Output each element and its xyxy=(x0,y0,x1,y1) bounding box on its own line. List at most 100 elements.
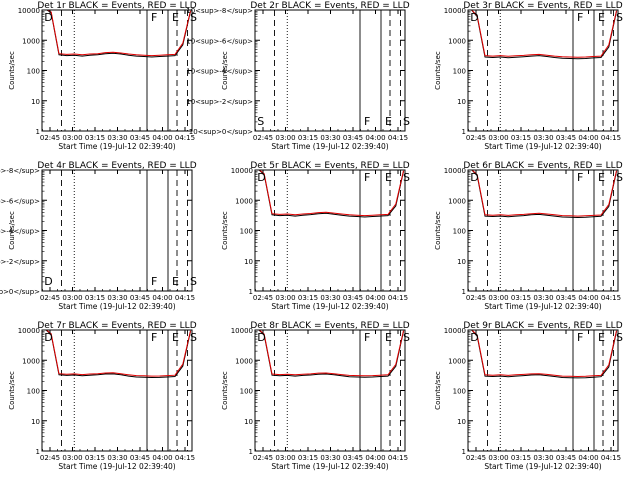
x-tick-label: 04:00 xyxy=(578,454,598,462)
y-tick-label: 10000 xyxy=(444,167,466,175)
event-letter: E xyxy=(385,115,392,128)
y-tick-label: 10<sup>-8</sup> xyxy=(0,167,40,175)
event-letter: S xyxy=(403,171,410,184)
x-tick-label: 03:30 xyxy=(320,294,340,302)
event-letter: D xyxy=(44,275,52,288)
y-tick-label: 10<sup>-8</sup> xyxy=(186,7,253,15)
x-tick-label: 03:45 xyxy=(556,454,576,462)
x-tick-label: 04:00 xyxy=(365,134,385,142)
series-lld-line xyxy=(471,10,617,58)
x-tick-label: 03:45 xyxy=(343,454,363,462)
y-tick-label: 10000 xyxy=(231,167,253,175)
x-tick-label: 02:45 xyxy=(466,134,486,142)
series-events-line xyxy=(471,170,617,219)
event-letter: D xyxy=(470,171,478,184)
x-tick-label: 04:00 xyxy=(365,294,385,302)
event-letter: S xyxy=(257,115,264,128)
x-tick-label: 04:00 xyxy=(365,454,385,462)
event-letter: E xyxy=(598,331,605,344)
series-lld-line xyxy=(471,170,617,217)
panel-det-4: Det 4r BLACK = Events, RED = LLD D F E S 02:4… xyxy=(0,161,197,311)
event-letter: E xyxy=(172,11,179,24)
y-tick-label: 100 xyxy=(27,68,40,76)
y-axis-label: Counts/sec xyxy=(221,51,229,90)
y-tick-label: 100 xyxy=(453,68,466,76)
x-tick-label: 03:15 xyxy=(85,294,105,302)
plot-area xyxy=(45,330,191,451)
x-tick-label: 02:45 xyxy=(40,454,60,462)
x-tick-label: 03:30 xyxy=(320,454,340,462)
x-axis-label: Start Time (19-Jul-12 02:39:40) xyxy=(271,142,388,151)
event-letter: F xyxy=(151,275,157,288)
plot-frame xyxy=(41,169,193,292)
y-tick-label: 10 xyxy=(244,258,253,266)
series-events-line xyxy=(470,330,617,379)
x-axis-label: Start Time (19-Jul-12 02:39:40) xyxy=(271,462,388,471)
plot-area xyxy=(470,330,617,451)
y-tick-label: 10<sup>0</sup> xyxy=(0,288,40,296)
x-tick-label: 04:00 xyxy=(578,134,598,142)
y-axis-label: Counts/sec xyxy=(221,371,229,410)
plot-frame xyxy=(254,9,406,132)
x-tick-label: 02:45 xyxy=(253,454,273,462)
x-tick-label: 03:30 xyxy=(107,294,127,302)
event-letter: S xyxy=(616,331,623,344)
x-tick-label: 03:45 xyxy=(130,294,150,302)
y-tick-label: 10<sup>-2</sup> xyxy=(186,98,253,106)
x-tick-label: 03:00 xyxy=(62,454,82,462)
y-axis-label: Counts/sec xyxy=(8,51,16,90)
event-letter: S xyxy=(616,11,623,24)
x-tick-label: 03:30 xyxy=(320,134,340,142)
x-tick-label: 03:15 xyxy=(511,294,531,302)
series-lld-line xyxy=(46,10,191,57)
y-tick-label: 1000 xyxy=(448,197,466,205)
x-tick-label: 03:15 xyxy=(298,294,318,302)
x-axis-label: Start Time (19-Jul-12 02:39:40) xyxy=(58,142,175,151)
x-tick-label: 03:15 xyxy=(511,134,531,142)
x-tick-label: 03:30 xyxy=(533,134,553,142)
x-tick-label: 04:15 xyxy=(175,454,195,462)
x-tick-label: 03:00 xyxy=(488,294,508,302)
series-events-line xyxy=(45,330,191,379)
x-tick-label: 04:00 xyxy=(152,294,172,302)
y-tick-label: 10<sup>-4</sup> xyxy=(0,228,40,236)
event-letter: F xyxy=(364,171,370,184)
event-letter: D xyxy=(44,331,52,344)
x-tick-label: 03:45 xyxy=(556,294,576,302)
x-tick-label: 02:45 xyxy=(40,294,60,302)
x-tick-label: 03:00 xyxy=(275,454,295,462)
event-letter: F xyxy=(577,331,583,344)
event-letter: D xyxy=(470,11,478,24)
x-tick-label: 03:45 xyxy=(130,134,150,142)
x-tick-label: 03:45 xyxy=(556,134,576,142)
y-tick-label: 100 xyxy=(240,388,253,396)
y-axis-label: Counts/sec xyxy=(434,211,442,250)
y-tick-label: 100 xyxy=(27,388,40,396)
x-axis-label: Start Time (19-Jul-12 02:39:40) xyxy=(271,302,388,311)
x-tick-label: 02:45 xyxy=(253,294,273,302)
y-axis-label: Counts/sec xyxy=(434,51,442,90)
y-tick-label: 10<sup>-6</sup> xyxy=(0,197,40,205)
panel-title: Det 1r BLACK = Events, RED = LLD xyxy=(37,1,196,11)
x-tick-label: 02:45 xyxy=(253,134,273,142)
event-letter: S xyxy=(616,171,623,184)
panel-title: Det 2r BLACK = Events, RED = LLD xyxy=(250,1,409,11)
y-tick-label: 10<sup>0</sup> xyxy=(189,128,253,136)
event-letter: E xyxy=(172,331,179,344)
x-tick-label: 03:00 xyxy=(488,454,508,462)
x-tick-label: 03:00 xyxy=(62,294,82,302)
series-lld-line xyxy=(258,170,404,217)
panel-title: Det 7r BLACK = Events, RED = LLD xyxy=(37,321,196,331)
y-tick-label: 10 xyxy=(31,98,40,106)
x-tick-label: 04:15 xyxy=(601,294,621,302)
y-tick-label: 1 xyxy=(462,288,466,296)
x-axis-label: Start Time (19-Jul-12 02:39:40) xyxy=(484,462,601,471)
plot-frame xyxy=(254,329,406,452)
y-tick-label: 10<sup>-4</sup> xyxy=(186,68,253,76)
y-axis-label: Counts/sec xyxy=(8,211,16,250)
y-tick-label: 10 xyxy=(457,98,466,106)
event-letter: S xyxy=(190,331,197,344)
